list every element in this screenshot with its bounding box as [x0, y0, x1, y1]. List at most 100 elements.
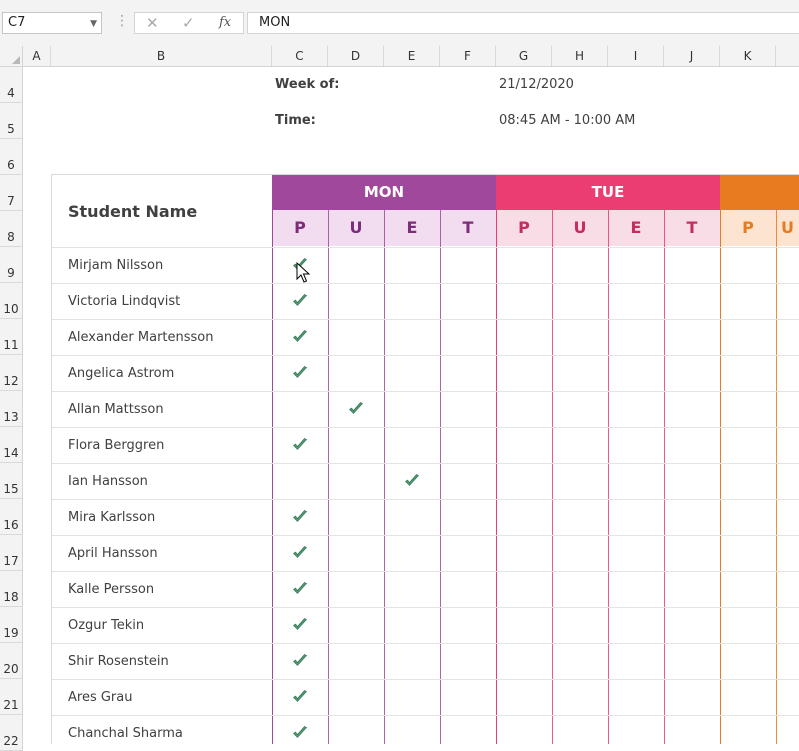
- status-header-p[interactable]: P: [496, 210, 552, 246]
- row-header-11[interactable]: 11: [0, 319, 23, 355]
- row-header-9[interactable]: 9: [0, 247, 23, 283]
- insert-function-icon[interactable]: fx: [219, 15, 232, 30]
- day-header-tue[interactable]: TUE: [496, 175, 720, 210]
- row-number: 14: [3, 446, 19, 460]
- row-divider: [52, 463, 272, 464]
- status-header-t[interactable]: T: [440, 210, 496, 246]
- student-name[interactable]: Kalle Persson: [68, 582, 155, 597]
- row-header-18[interactable]: 18: [0, 571, 23, 607]
- column-divider: [552, 210, 553, 744]
- checkmark-icon[interactable]: [292, 545, 308, 561]
- student-name-header: Student Name: [68, 202, 198, 221]
- checkmark-icon[interactable]: [348, 401, 364, 417]
- week-value[interactable]: 21/12/2020: [499, 77, 574, 92]
- column-header-j[interactable]: J: [664, 46, 720, 66]
- checkmark-icon[interactable]: [292, 329, 308, 345]
- day-header-next[interactable]: [720, 175, 799, 210]
- row-header-20[interactable]: 20: [0, 643, 23, 679]
- status-header-u[interactable]: U: [776, 210, 799, 246]
- row-header-4[interactable]: 4: [0, 67, 23, 103]
- row-header-19[interactable]: 19: [0, 607, 23, 643]
- day-header-mon[interactable]: MON: [272, 175, 496, 210]
- column-header-f[interactable]: F: [440, 46, 496, 66]
- status-header-p[interactable]: P: [720, 210, 776, 246]
- row-header-15[interactable]: 15: [0, 463, 23, 499]
- column-divider: [664, 210, 665, 744]
- row-number: 19: [3, 626, 19, 640]
- enter-icon[interactable]: ✓: [182, 14, 195, 32]
- checkmark-icon[interactable]: [292, 365, 308, 381]
- row-header-17[interactable]: 17: [0, 535, 23, 571]
- column-header-k[interactable]: K: [720, 46, 776, 66]
- status-header-e[interactable]: E: [608, 210, 664, 246]
- student-name[interactable]: Chanchal Sharma: [68, 726, 183, 741]
- time-label: Time:: [275, 113, 316, 128]
- column-divider: [496, 210, 497, 744]
- formula-input[interactable]: MON: [247, 12, 799, 34]
- student-name[interactable]: Ozgur Tekin: [68, 618, 145, 633]
- row-number: 15: [3, 482, 19, 496]
- row-header-6[interactable]: 6: [0, 139, 23, 175]
- student-name[interactable]: Allan Mattsson: [68, 402, 164, 417]
- row-header-22[interactable]: 22: [0, 715, 23, 751]
- student-name[interactable]: Ian Hansson: [68, 474, 148, 489]
- time-value[interactable]: 08:45 AM - 10:00 AM: [499, 113, 636, 128]
- row-number: 6: [7, 158, 15, 172]
- column-header-c[interactable]: C: [272, 46, 328, 66]
- chevron-down-icon[interactable]: ▼: [90, 19, 97, 29]
- row-header-8[interactable]: 8: [0, 211, 23, 247]
- row-divider: [272, 499, 799, 500]
- cancel-icon[interactable]: ✕: [146, 14, 159, 32]
- student-name[interactable]: Flora Berggren: [68, 438, 165, 453]
- checkmark-icon[interactable]: [404, 473, 420, 489]
- student-name[interactable]: April Hansson: [68, 546, 158, 561]
- row-header-16[interactable]: 16: [0, 499, 23, 535]
- row-divider: [272, 355, 799, 356]
- student-name[interactable]: Ares Grau: [68, 690, 133, 705]
- status-header-p[interactable]: P: [272, 210, 328, 246]
- column-header-b[interactable]: B: [51, 46, 272, 66]
- student-name[interactable]: Alexander Martensson: [68, 330, 214, 345]
- column-header-i[interactable]: I: [608, 46, 664, 66]
- column-header-g[interactable]: G: [496, 46, 552, 66]
- drag-handle-icon[interactable]: ⋮: [115, 13, 129, 29]
- select-all-button[interactable]: [0, 46, 23, 67]
- row-divider: [52, 319, 272, 320]
- name-box[interactable]: C7 ▼: [2, 12, 102, 34]
- checkmark-icon[interactable]: [292, 689, 308, 705]
- checkmark-icon[interactable]: [292, 617, 308, 633]
- student-name[interactable]: Mira Karlsson: [68, 510, 156, 525]
- checkmark-icon[interactable]: [292, 581, 308, 597]
- row-header-12[interactable]: 12: [0, 355, 23, 391]
- checkmark-icon[interactable]: [292, 725, 308, 741]
- row-number: 5: [7, 122, 15, 136]
- row-header-10[interactable]: 10: [0, 283, 23, 319]
- status-header-t[interactable]: T: [664, 210, 720, 246]
- column-header-a[interactable]: A: [23, 46, 51, 66]
- status-header-u[interactable]: U: [328, 210, 384, 246]
- student-name[interactable]: Victoria Lindqvist: [68, 294, 181, 309]
- mouse-cursor-icon: [296, 262, 310, 283]
- student-name[interactable]: Shir Rosenstein: [68, 654, 169, 669]
- checkmark-icon[interactable]: [292, 509, 308, 525]
- student-name[interactable]: Mirjam Nilsson: [68, 258, 164, 273]
- row-divider: [272, 463, 799, 464]
- checkmark-icon[interactable]: [292, 293, 308, 309]
- row-divider: [272, 283, 799, 284]
- row-header-13[interactable]: 13: [0, 391, 23, 427]
- column-divider: [608, 210, 609, 744]
- column-header-e[interactable]: E: [384, 46, 440, 66]
- row-divider: [52, 535, 272, 536]
- row-header-21[interactable]: 21: [0, 679, 23, 715]
- status-header-e[interactable]: E: [384, 210, 440, 246]
- row-divider: [272, 319, 799, 320]
- checkmark-icon[interactable]: [292, 653, 308, 669]
- student-name[interactable]: Angelica Astrom: [68, 366, 175, 381]
- row-header-14[interactable]: 14: [0, 427, 23, 463]
- column-header-d[interactable]: D: [328, 46, 384, 66]
- checkmark-icon[interactable]: [292, 437, 308, 453]
- row-header-7[interactable]: 7: [0, 175, 23, 211]
- row-header-5[interactable]: 5: [0, 103, 23, 139]
- status-header-u[interactable]: U: [552, 210, 608, 246]
- column-header-h[interactable]: H: [552, 46, 608, 66]
